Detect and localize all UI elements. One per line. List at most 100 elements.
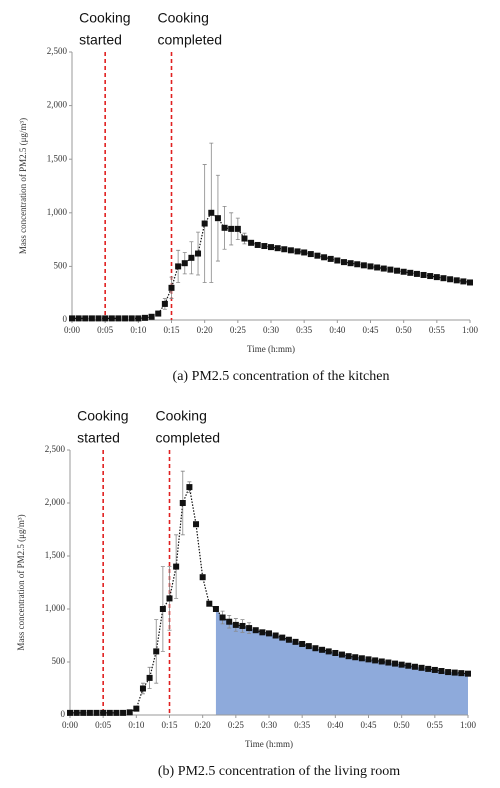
annotation: Cooking <box>79 10 130 26</box>
marker <box>135 315 142 322</box>
y-tick-label: 500 <box>52 656 66 666</box>
marker <box>453 277 460 284</box>
marker <box>146 674 153 681</box>
x-tick-label: 0:05 <box>97 325 114 335</box>
marker <box>281 246 288 253</box>
marker <box>387 266 394 273</box>
marker <box>394 267 401 274</box>
marker <box>307 251 314 258</box>
marker <box>445 669 452 676</box>
y-tick-label: 2,500 <box>45 444 66 454</box>
marker <box>80 709 87 716</box>
marker <box>241 235 248 242</box>
marker <box>274 245 281 252</box>
marker <box>425 665 432 672</box>
marker <box>279 634 286 641</box>
marker <box>219 614 226 621</box>
marker <box>427 273 434 280</box>
marker <box>413 270 420 277</box>
y-tick-label: 500 <box>54 260 68 270</box>
marker <box>405 662 412 669</box>
marker <box>122 315 129 322</box>
x-tick-label: 0:50 <box>394 720 411 730</box>
marker <box>106 709 113 716</box>
marker <box>69 315 75 322</box>
marker <box>82 315 89 322</box>
marker <box>365 656 372 663</box>
annotation: Cooking <box>77 408 128 424</box>
marker <box>193 521 200 528</box>
y-tick-label: 1,500 <box>45 550 66 560</box>
caption: (a) PM2.5 concentration of the kitchen <box>173 369 390 384</box>
marker <box>181 260 188 267</box>
marker <box>398 661 405 668</box>
x-tick-label: 0:50 <box>396 325 413 335</box>
marker <box>360 262 367 269</box>
marker <box>102 315 109 322</box>
x-tick-label: 0:15 <box>163 325 180 335</box>
marker <box>367 263 374 270</box>
marker <box>352 654 359 661</box>
x-tick-label: 0:35 <box>296 325 313 335</box>
marker <box>305 643 312 650</box>
y-tick-label: 1,000 <box>47 207 68 217</box>
marker <box>254 241 261 248</box>
x-tick-label: 0:45 <box>360 720 377 730</box>
marker <box>338 651 345 658</box>
marker <box>418 664 425 671</box>
marker <box>100 709 107 716</box>
marker <box>166 595 173 602</box>
y-axis-label: Mass concentration of PM2.5 (μg/m³) <box>18 118 28 254</box>
marker <box>108 315 115 322</box>
x-axis-label: Time (h:mm) <box>247 344 295 354</box>
marker <box>301 249 308 256</box>
marker <box>334 257 341 264</box>
annotation: Cooking <box>156 408 207 424</box>
marker <box>239 622 246 629</box>
marker <box>248 239 255 246</box>
marker <box>292 638 299 645</box>
marker <box>75 315 82 322</box>
x-axis-label: Time (h:mm) <box>245 739 293 749</box>
x-tick-label: 0:00 <box>62 720 79 730</box>
x-tick-label: 0:10 <box>130 325 147 335</box>
marker <box>467 279 473 286</box>
x-tick-label: 0:40 <box>327 720 344 730</box>
marker <box>400 268 407 275</box>
x-tick-label: 0:15 <box>161 720 178 730</box>
marker <box>153 648 160 655</box>
x-tick-label: 0:20 <box>195 720 212 730</box>
marker <box>358 655 365 662</box>
marker <box>148 313 155 320</box>
marker <box>347 260 354 267</box>
marker <box>433 274 440 281</box>
marker <box>380 265 387 272</box>
marker <box>206 600 213 607</box>
marker <box>465 670 471 677</box>
marker <box>199 574 206 581</box>
x-tick-label: 0:25 <box>228 720 245 730</box>
annotation: completed <box>156 430 221 446</box>
marker <box>345 653 352 660</box>
marker <box>411 663 418 670</box>
marker <box>221 224 228 231</box>
marker <box>188 254 195 261</box>
y-tick-label: 2,500 <box>47 46 68 56</box>
annotation: Cooking <box>158 10 209 26</box>
marker <box>319 646 326 653</box>
x-tick-label: 0:30 <box>261 720 278 730</box>
x-tick-label: 0:20 <box>197 325 214 335</box>
marker <box>285 636 292 643</box>
x-tick-label: 0:10 <box>128 720 145 730</box>
marker <box>438 668 445 675</box>
marker <box>460 278 467 285</box>
marker <box>73 709 80 716</box>
y-tick-label: 1,000 <box>45 603 66 613</box>
marker <box>312 645 319 652</box>
marker <box>287 247 294 254</box>
marker <box>208 209 215 216</box>
annotation: started <box>79 32 122 48</box>
marker <box>155 310 162 317</box>
annotation: completed <box>158 32 223 48</box>
marker <box>133 705 140 712</box>
